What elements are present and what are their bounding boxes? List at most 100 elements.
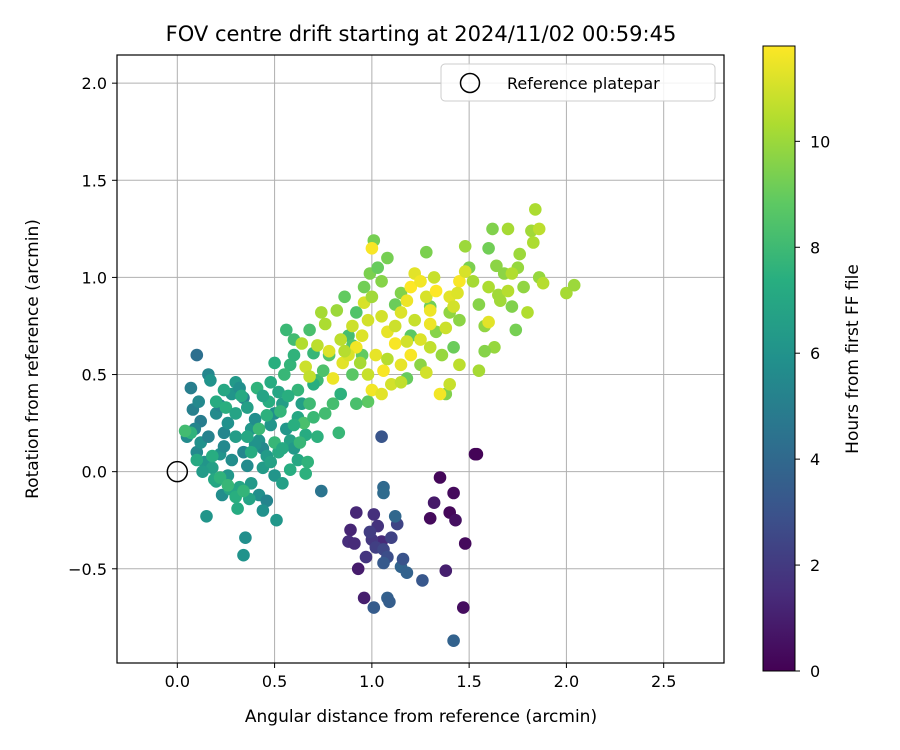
data-point <box>334 387 348 401</box>
data-point <box>318 317 332 331</box>
data-point <box>458 265 472 278</box>
data-point <box>237 548 250 562</box>
data-point <box>276 477 289 490</box>
data-point <box>295 337 309 350</box>
data-point <box>316 364 330 378</box>
data-point <box>408 313 422 327</box>
data-point <box>396 552 410 566</box>
data-point <box>315 484 328 498</box>
data-point <box>501 284 515 298</box>
data-point <box>204 374 217 387</box>
x-tick-label: 1.5 <box>456 672 481 691</box>
data-point <box>268 356 281 370</box>
data-point <box>244 445 258 459</box>
data-point <box>509 323 523 337</box>
data-point <box>404 280 418 294</box>
reference-platepar-marker <box>166 460 189 483</box>
plot-frame <box>116 54 725 664</box>
data-point <box>311 430 324 444</box>
data-point <box>439 321 453 335</box>
data-point <box>357 280 371 294</box>
data-point <box>301 455 315 469</box>
data-point <box>291 453 305 467</box>
colorbar-tick-label: 0 <box>810 662 820 681</box>
data-point <box>332 426 346 440</box>
data-point <box>367 601 381 614</box>
colorbar-tick-label: 8 <box>810 238 820 257</box>
data-point <box>241 459 254 473</box>
data-point <box>192 395 205 409</box>
colorbar-label: Hours from first FF file <box>843 264 863 454</box>
data-point <box>178 424 192 438</box>
data-point <box>377 486 390 500</box>
data-point <box>381 352 394 366</box>
data-point <box>357 591 371 605</box>
data-point <box>494 294 507 308</box>
data-point <box>217 426 231 440</box>
data-point <box>361 395 375 409</box>
data-point <box>229 430 242 444</box>
data-point <box>225 453 239 467</box>
data-point <box>353 356 367 370</box>
data-point <box>350 397 363 411</box>
data-point <box>453 313 466 327</box>
data-point <box>429 284 443 298</box>
data-point <box>235 389 248 403</box>
data-point <box>505 300 519 313</box>
data-point <box>375 430 388 444</box>
data-point <box>458 537 472 550</box>
data-point <box>423 304 437 317</box>
data-point <box>241 430 254 444</box>
data-point <box>423 341 437 354</box>
data-point <box>472 364 486 378</box>
data-point <box>287 418 301 432</box>
data-point <box>217 383 231 397</box>
colorbar-tick-label: 2 <box>810 556 820 575</box>
data-point <box>420 290 433 304</box>
data-point <box>311 339 324 352</box>
data-point <box>278 368 291 381</box>
data-point <box>264 418 278 432</box>
data-point <box>369 348 383 362</box>
data-point <box>303 370 316 383</box>
data-point <box>394 376 408 389</box>
data-point <box>338 290 351 304</box>
data-point <box>394 306 408 319</box>
data-point <box>217 440 231 453</box>
data-point <box>447 341 460 354</box>
data-point <box>229 407 242 420</box>
data-point <box>281 389 295 403</box>
data-point <box>385 531 398 544</box>
data-point <box>414 275 427 288</box>
x-tick-label: 0.5 <box>262 672 287 691</box>
data-point <box>330 304 344 317</box>
colorbar-tick-label: 4 <box>810 450 820 469</box>
data-point <box>283 358 297 372</box>
data-point <box>385 378 398 391</box>
data-point <box>458 240 472 253</box>
data-point <box>529 203 542 216</box>
data-point <box>443 378 457 391</box>
data-point <box>567 278 581 292</box>
data-point <box>394 358 408 372</box>
data-point <box>486 222 499 236</box>
data-point <box>351 562 365 576</box>
data-point <box>361 313 375 327</box>
y-tick-label: 0.0 <box>82 463 107 482</box>
data-point <box>427 496 441 510</box>
data-point <box>268 469 281 482</box>
y-tick-label: 2.0 <box>82 74 107 93</box>
colorbar-tick-label: 6 <box>810 344 820 363</box>
data-point <box>272 385 285 399</box>
data-point <box>213 471 227 484</box>
data-point <box>381 251 394 265</box>
data-point <box>346 368 359 381</box>
data-point <box>348 537 361 550</box>
data-point <box>315 306 328 319</box>
data-point <box>252 422 266 436</box>
data-point <box>291 383 305 397</box>
data-point <box>505 267 519 280</box>
data-point <box>423 512 437 525</box>
data-point <box>221 479 235 492</box>
